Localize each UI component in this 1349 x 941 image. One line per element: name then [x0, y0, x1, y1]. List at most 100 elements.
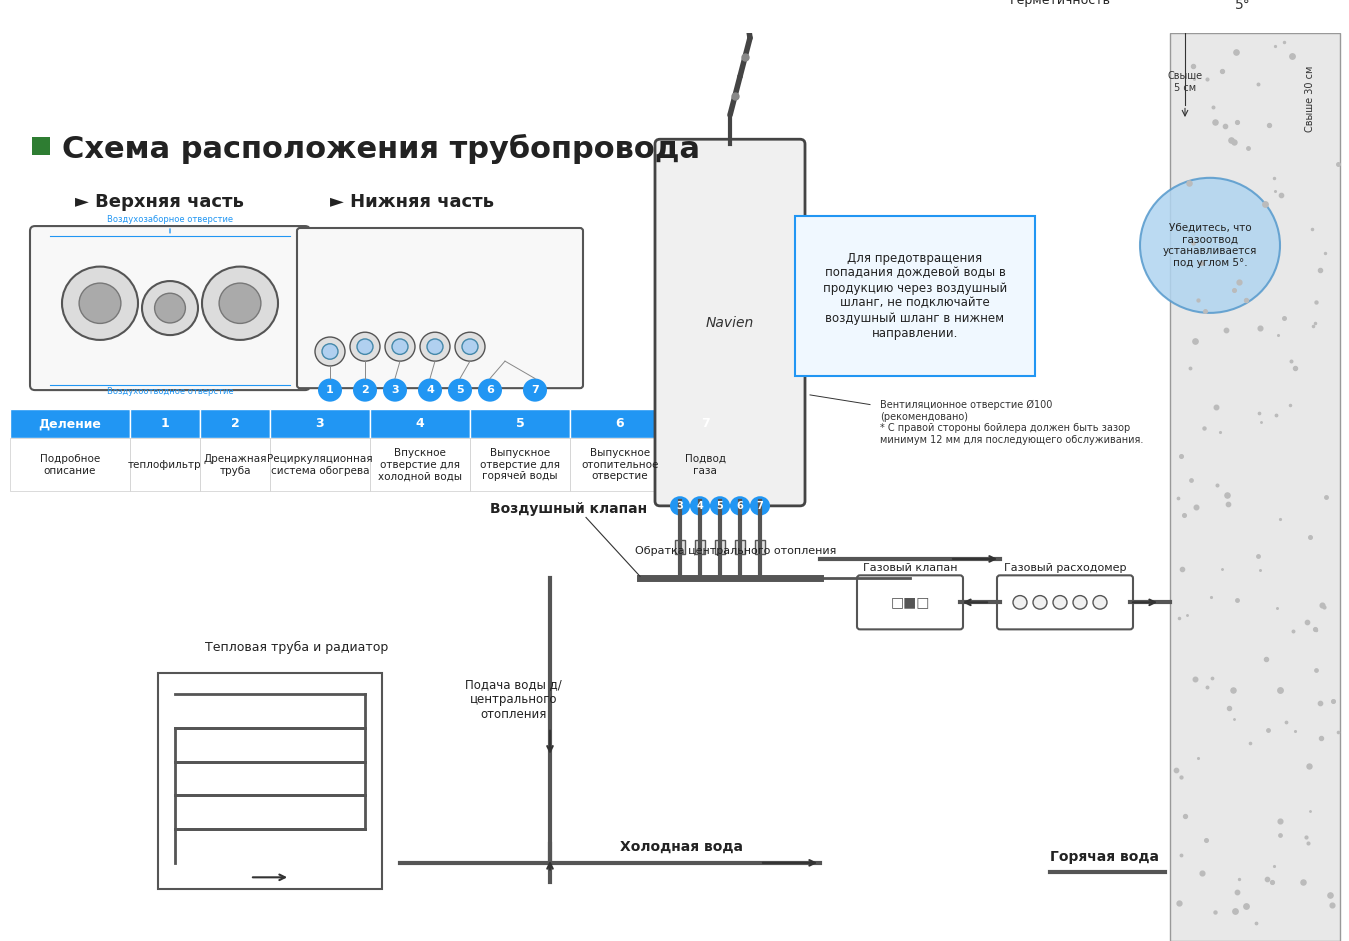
Text: Подвод
газа: Подвод газа — [684, 455, 726, 475]
Circle shape — [384, 332, 415, 361]
Circle shape — [80, 283, 121, 324]
Circle shape — [689, 496, 710, 516]
Circle shape — [353, 378, 376, 402]
Circle shape — [316, 337, 345, 366]
Circle shape — [1093, 596, 1108, 609]
FancyBboxPatch shape — [130, 409, 200, 439]
Bar — [735, 539, 745, 554]
Text: 1: 1 — [326, 385, 333, 395]
FancyBboxPatch shape — [270, 409, 370, 439]
Text: 6: 6 — [615, 418, 625, 430]
Text: Дренажная
труба: Дренажная труба — [204, 455, 267, 475]
Circle shape — [202, 266, 278, 340]
Text: 4: 4 — [426, 385, 434, 395]
FancyBboxPatch shape — [9, 409, 130, 439]
Bar — [755, 539, 765, 554]
Text: Для предотвращения
попадания дождевой воды в
продукцию через воздушный
шланг, не: Для предотвращения попадания дождевой во… — [823, 251, 1008, 340]
Text: Деление: Деление — [39, 418, 101, 430]
Circle shape — [420, 332, 451, 361]
Text: Газовый расходомер: Газовый расходомер — [1004, 563, 1126, 572]
FancyBboxPatch shape — [857, 575, 963, 630]
Text: 3: 3 — [677, 501, 684, 511]
FancyBboxPatch shape — [297, 228, 583, 388]
Text: 5°: 5° — [1234, 0, 1251, 12]
Text: 3: 3 — [391, 385, 399, 395]
Text: 7: 7 — [532, 385, 538, 395]
Text: Обратка центрального отопления: Обратка центрального отопления — [635, 546, 836, 556]
Text: Горячая вода: Горячая вода — [1050, 850, 1159, 864]
FancyBboxPatch shape — [200, 409, 270, 439]
FancyBboxPatch shape — [1170, 33, 1340, 941]
Circle shape — [448, 378, 472, 402]
Circle shape — [478, 378, 502, 402]
Text: Воздухозаборное отверстие: Воздухозаборное отверстие — [107, 215, 233, 224]
Text: 7: 7 — [757, 501, 764, 511]
Text: Герметичность: Герметичность — [1010, 0, 1112, 8]
Circle shape — [710, 496, 730, 516]
FancyBboxPatch shape — [469, 409, 571, 439]
Text: Газовый клапан: Газовый клапан — [863, 563, 958, 572]
FancyBboxPatch shape — [200, 439, 270, 491]
Text: □■□: □■□ — [890, 596, 929, 610]
Text: Воздушный клапан: Воздушный клапан — [490, 502, 648, 516]
Text: Подробное
описание: Подробное описание — [40, 455, 100, 475]
Text: Выпускное
отопительное
отверстие: Выпускное отопительное отверстие — [581, 448, 658, 482]
Text: 2: 2 — [231, 418, 239, 430]
Text: 6: 6 — [486, 385, 494, 395]
Bar — [695, 539, 706, 554]
Circle shape — [461, 339, 478, 355]
Text: 7: 7 — [700, 418, 710, 430]
Text: теплофильтр: теплофильтр — [128, 460, 202, 470]
Text: Navien: Navien — [706, 315, 754, 329]
Circle shape — [1072, 596, 1087, 609]
FancyBboxPatch shape — [795, 216, 1035, 375]
FancyBboxPatch shape — [670, 409, 741, 439]
Circle shape — [393, 339, 407, 355]
Text: 1: 1 — [161, 418, 170, 430]
Circle shape — [670, 496, 689, 516]
Circle shape — [1140, 178, 1280, 313]
Circle shape — [142, 281, 198, 335]
Circle shape — [322, 343, 339, 359]
Circle shape — [455, 332, 486, 361]
Text: ► Нижняя часть: ► Нижняя часть — [331, 193, 494, 211]
Text: Схема расположения трубопровода: Схема расположения трубопровода — [62, 134, 700, 164]
Circle shape — [1013, 596, 1027, 609]
Circle shape — [1054, 596, 1067, 609]
Bar — [674, 539, 685, 554]
Text: 4: 4 — [696, 501, 703, 511]
Text: ► Верхняя часть: ► Верхняя часть — [76, 193, 244, 211]
Text: 4: 4 — [415, 418, 425, 430]
Circle shape — [730, 496, 750, 516]
FancyBboxPatch shape — [670, 439, 741, 491]
FancyBboxPatch shape — [30, 226, 310, 391]
FancyBboxPatch shape — [997, 575, 1133, 630]
FancyBboxPatch shape — [130, 439, 200, 491]
Text: Тепловая труба и радиатор: Тепловая труба и радиатор — [205, 641, 389, 654]
Circle shape — [318, 378, 343, 402]
Text: Впускное
отверстие для
холодной воды: Впускное отверстие для холодной воды — [378, 448, 461, 482]
Text: 5: 5 — [515, 418, 525, 430]
Text: Свыше 30 см: Свыше 30 см — [1304, 65, 1315, 132]
Bar — [715, 539, 724, 554]
Circle shape — [219, 283, 260, 324]
FancyBboxPatch shape — [571, 439, 670, 491]
FancyBboxPatch shape — [158, 673, 382, 889]
FancyBboxPatch shape — [656, 139, 805, 506]
Circle shape — [357, 339, 374, 355]
Text: Подача воды д/
центрального
отопления: Подача воды д/ центрального отопления — [465, 678, 561, 721]
Text: Рециркуляционная
система обогрева: Рециркуляционная система обогрева — [267, 455, 372, 475]
FancyBboxPatch shape — [370, 439, 469, 491]
Circle shape — [750, 496, 770, 516]
Circle shape — [62, 266, 138, 340]
FancyBboxPatch shape — [571, 409, 670, 439]
FancyBboxPatch shape — [370, 409, 469, 439]
Text: 6: 6 — [737, 501, 743, 511]
Circle shape — [1033, 596, 1047, 609]
Text: Вентиляционное отверстие Ø100
(рекомендовано)
* С правой стороны бойлера должен : Вентиляционное отверстие Ø100 (рекомендо… — [880, 400, 1144, 445]
Text: Холодная вода: Холодная вода — [621, 840, 743, 854]
Text: Свыше
5 см: Свыше 5 см — [1167, 72, 1202, 93]
Text: 2: 2 — [362, 385, 368, 395]
FancyBboxPatch shape — [32, 137, 50, 154]
Circle shape — [418, 378, 442, 402]
